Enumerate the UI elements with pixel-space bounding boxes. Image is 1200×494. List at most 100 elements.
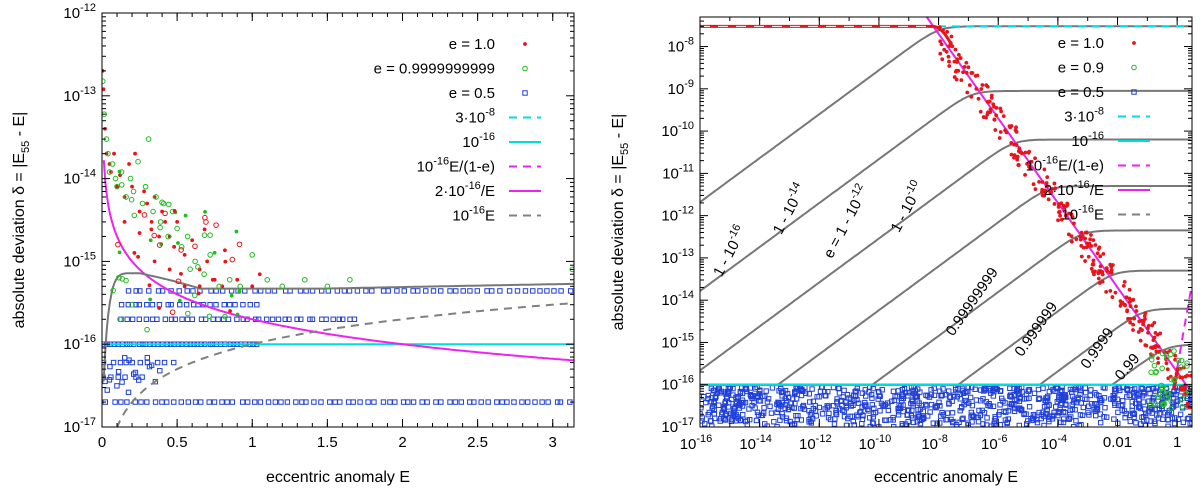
- point-square: [752, 386, 759, 392]
- point-square: [967, 394, 974, 401]
- point-square: [530, 288, 536, 294]
- point-circle: [222, 313, 228, 320]
- point-square: [467, 288, 473, 294]
- point-circle: [123, 194, 129, 200]
- legend-label-part: 10: [417, 159, 434, 176]
- point-square: [851, 422, 857, 427]
- point-square: [857, 409, 863, 416]
- point-square: [1082, 385, 1089, 391]
- y-tick-label-sup: -15: [678, 331, 694, 343]
- point-dot: [979, 87, 984, 91]
- point-square: [1026, 404, 1033, 410]
- point-square: [401, 288, 407, 294]
- point-circle: [324, 283, 331, 290]
- curve-label: 1 - 10-14​: [767, 180, 810, 237]
- point-dot: [1014, 125, 1018, 130]
- point-dot: [1104, 289, 1109, 294]
- point-dot: [1172, 383, 1177, 388]
- point-dot: [998, 130, 1003, 134]
- point-square: [514, 288, 521, 294]
- point-circle: [139, 200, 146, 207]
- point-square: [747, 385, 754, 391]
- x-tick-label: 10-6​: [981, 433, 1007, 453]
- point-square: [117, 359, 124, 366]
- point-square: [914, 398, 921, 404]
- point-square: [430, 288, 437, 294]
- point-square: [144, 399, 150, 405]
- point-dot: [1100, 279, 1105, 284]
- point-circle: [1182, 390, 1189, 397]
- point-circle: [118, 182, 125, 188]
- point-circle: [1131, 64, 1137, 71]
- y-tick-label: 10-9​: [668, 78, 694, 98]
- point-square: [774, 409, 780, 416]
- point-dot: [1173, 353, 1178, 358]
- x-tick-label-part: 10: [799, 436, 816, 453]
- legend-label-sup: -16: [469, 205, 485, 217]
- point-square: [1154, 412, 1160, 418]
- point-square: [768, 410, 775, 416]
- point-dot: [1100, 270, 1104, 275]
- point-square: [133, 288, 139, 294]
- point-square: [497, 288, 503, 294]
- curve-label: 1 - 10-16​: [707, 222, 750, 279]
- point-dot: [1131, 297, 1136, 302]
- point-dot: [203, 210, 207, 214]
- point-dot: [1164, 361, 1169, 366]
- point-dot: [1128, 316, 1133, 321]
- point-dot: [182, 284, 187, 289]
- point-square: [959, 416, 965, 423]
- point-dot: [940, 57, 945, 62]
- point-square: [522, 90, 528, 96]
- point-square: [346, 288, 353, 294]
- point-dot: [132, 251, 137, 255]
- point-square: [1018, 406, 1024, 412]
- point-dot: [978, 109, 983, 114]
- point-square: [830, 384, 837, 391]
- point-square: [783, 398, 790, 404]
- point-square: [351, 316, 358, 322]
- point-square: [519, 399, 525, 405]
- point-dot: [1081, 245, 1086, 250]
- point-circle: [236, 241, 243, 248]
- legend-label-part: E/(1-e): [449, 159, 495, 176]
- point-circle: [156, 242, 163, 248]
- point-square: [910, 415, 916, 421]
- legend-label-sup: -8: [1094, 106, 1104, 118]
- y-axis-label: absolute deviation δ = |E55 - E|: [610, 114, 631, 331]
- point-square: [960, 415, 966, 422]
- y-axis-label-main: absolute deviation δ = |E: [11, 153, 28, 328]
- point-square: [1046, 416, 1052, 422]
- x-tick-label-sup: -6: [998, 433, 1008, 445]
- point-square: [1164, 411, 1171, 418]
- point-square: [982, 385, 988, 391]
- point-dot: [1065, 202, 1070, 207]
- point-circle: [178, 247, 184, 253]
- point-square: [969, 412, 976, 418]
- point-square: [858, 409, 864, 415]
- curve-label-part: 0.99999999: [942, 264, 1001, 339]
- line-10-16-e: [116, 302, 574, 427]
- point-square: [118, 399, 124, 405]
- point-dot: [235, 312, 240, 317]
- point-square: [841, 387, 847, 394]
- point-dot: [1131, 328, 1135, 332]
- point-square: [410, 399, 417, 405]
- point-dot: [1083, 230, 1088, 235]
- y-tick-label-sup: -15: [80, 250, 96, 262]
- curve-label-reset: ​: [795, 181, 810, 189]
- point-square: [1059, 400, 1065, 406]
- point-square: [753, 417, 760, 424]
- point-dot: [1127, 296, 1132, 301]
- point-dot: [965, 90, 970, 95]
- point-square: [1060, 416, 1067, 422]
- point-dot: [1069, 239, 1074, 244]
- point-dot: [1138, 326, 1143, 331]
- point-circle: [187, 266, 193, 272]
- point-square: [710, 403, 716, 410]
- point-square: [122, 374, 128, 380]
- y-tick-label: 10-13​: [661, 247, 694, 267]
- point-dot: [112, 151, 116, 156]
- point-square: [1016, 398, 1023, 405]
- point-square: [293, 399, 299, 405]
